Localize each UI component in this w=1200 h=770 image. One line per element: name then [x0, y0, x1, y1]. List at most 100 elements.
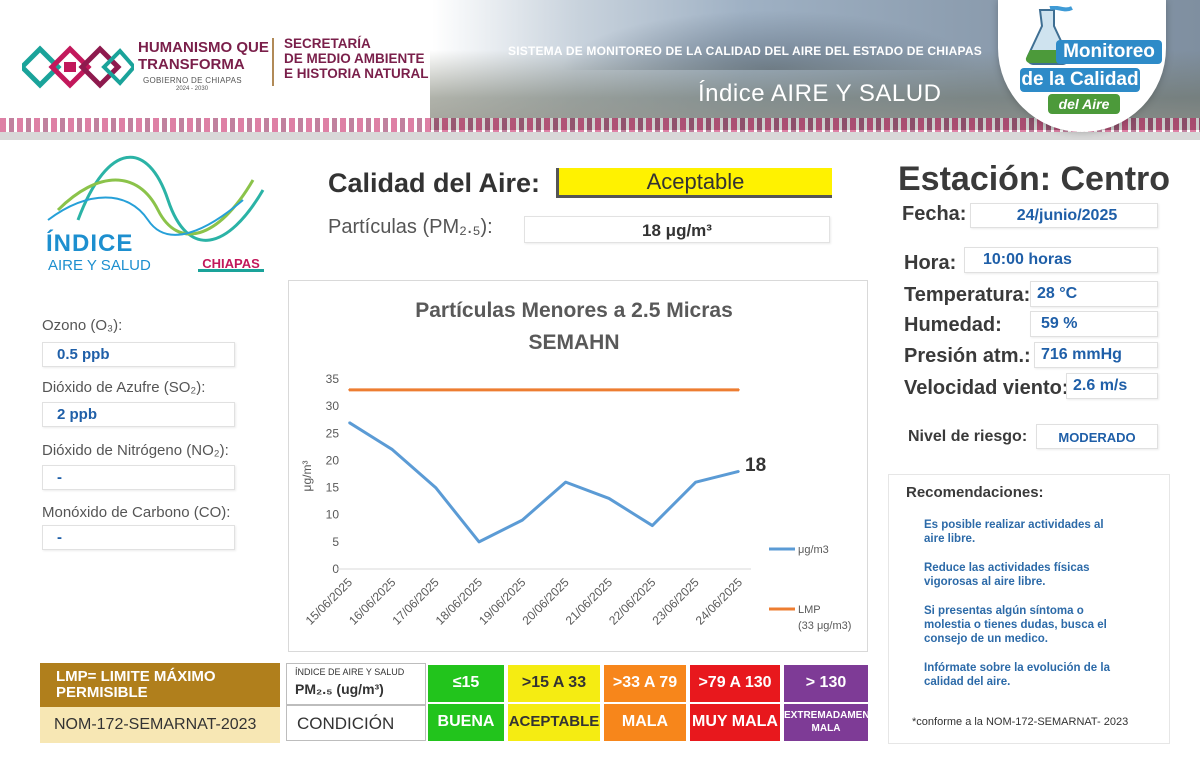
viento-value: 2.6 m/s: [1066, 373, 1158, 399]
recommendations-panel: [888, 474, 1170, 744]
data-point-lmp: [651, 389, 654, 391]
y-tick-label: 10: [326, 508, 340, 522]
norm-label: NOM-172-SEMARNAT-2023: [40, 707, 280, 743]
condition-cell-extrema: EXTREMADAMENTE MALA: [784, 704, 882, 741]
gov-slogan-line1: HUMANISMO QUE: [138, 39, 269, 56]
x-tick-label: 24/06/2025: [693, 575, 746, 628]
gov-slogan-line2: TRANSFORMA: [138, 56, 245, 73]
y-tick-label: 25: [326, 426, 340, 440]
secretaria-line3: E HISTORIA NATURAL: [284, 66, 429, 81]
presion-value: 716 mmHg: [1034, 342, 1158, 368]
table-header-big: PM₂.₅ (ug/m³): [295, 681, 384, 697]
monitoreo-badge: Monitoreo de la Calidad del Aire: [998, 0, 1166, 132]
range-cell-buena: ≤15: [428, 665, 504, 702]
wave-icon: [47, 155, 265, 242]
temperatura-value: 28 °C: [1030, 281, 1158, 307]
recommendation-item: Si presentas algún síntoma o molestia o …: [924, 605, 1107, 645]
ozone-label: Ozono (O₃):: [42, 317, 123, 334]
header-divider: [0, 132, 1200, 140]
data-point-ugm3: [738, 470, 740, 473]
legend-label-lmp-note: (33 μg/m3): [798, 620, 851, 632]
pm25-chart-svg: Partículas Menores a 2.5 Micras SEMAHN μ…: [300, 299, 851, 632]
range-cell-muy-mala: >79 A 130: [690, 665, 780, 702]
co-value: -: [42, 525, 235, 550]
data-point-lmp: [478, 389, 480, 391]
air-quality-label: Calidad del Aire:: [328, 168, 541, 198]
secretaria-line1: SECRETARÍA: [284, 36, 371, 51]
fecha-label: Fecha:: [902, 203, 967, 225]
chiapas-government-logo: [22, 45, 134, 89]
presion-label: Presión atm.:: [904, 345, 1031, 367]
logo-separator: [272, 38, 274, 86]
y-tick-label: 5: [332, 535, 339, 549]
condition-cell-buena: BUENA: [428, 704, 504, 741]
hora-value: 10:00 horas: [964, 247, 1158, 273]
recommendations-title: Recomendaciones:: [906, 484, 1044, 501]
data-point-ugm3: [478, 541, 480, 543]
chart-ylabel: μg/m³: [300, 461, 314, 492]
chart-subtitle: SEMAHN: [528, 331, 619, 354]
recommendation-item: Reduce las actividades físicas vigorosas…: [924, 562, 1090, 588]
data-point-lmp: [608, 389, 610, 391]
indice-aire-salud-logo: ÍNDICE AIRE Y SALUD CHIAPAS: [38, 150, 273, 280]
ozone-value: 0.5 ppb: [42, 342, 235, 367]
y-tick-label: 30: [326, 399, 340, 413]
y-tick-label: 35: [326, 372, 340, 386]
data-point-ugm3: [434, 486, 437, 489]
y-tick-label: 15: [326, 481, 340, 495]
logo-chiapas-text: CHIAPAS: [198, 256, 264, 272]
range-cell-extrema: > 130: [784, 665, 868, 702]
secretaria-line2: DE MEDIO AMBIENTE: [284, 51, 425, 66]
air-quality-value: Aceptable: [556, 168, 832, 198]
riesgo-value: MODERADO: [1036, 424, 1158, 449]
decorative-border: [0, 118, 1200, 132]
norm-footnote: *conforme a la NOM-172-SEMARNAT- 2023: [912, 716, 1129, 728]
chart-end-label: 18: [745, 455, 766, 476]
pm25-chart: Partículas Menores a 2.5 Micras SEMAHN μ…: [288, 280, 868, 652]
badge-aire: del Aire: [1048, 94, 1120, 114]
legend-label-ugm3: μg/m3: [798, 544, 829, 556]
data-point-ugm3: [608, 497, 610, 500]
co-label: Monóxido de Carbono (CO):: [42, 504, 231, 521]
logo-indice-text: ÍNDICE: [46, 230, 134, 257]
system-title: SISTEMA DE MONITOREO DE LA CALIDAD DEL A…: [508, 44, 982, 58]
recommendation-item: Es posible realizar actividades al aire …: [924, 519, 1104, 545]
data-point-lmp: [348, 389, 350, 391]
station-title: Estación: Centro: [898, 160, 1171, 198]
data-point-lmp: [694, 389, 697, 391]
y-tick-label: 0: [332, 562, 339, 576]
secretaria-name: SECRETARÍA DE MEDIO AMBIENTE E HISTORIA …: [284, 36, 429, 81]
data-point-lmp: [738, 389, 740, 391]
gov-name: GOBIERNO DE CHIAPAS: [143, 76, 242, 85]
chart-title: Partículas Menores a 2.5 Micras: [415, 299, 733, 322]
condition-cell-aceptable: ACEPTABLE: [508, 704, 600, 741]
data-point-ugm3: [564, 481, 567, 483]
data-point-lmp: [434, 389, 437, 391]
range-cell-aceptable: >15 A 33: [508, 665, 600, 702]
table-header-small: ÍNDICE DE AIRE Y SALUD: [295, 667, 405, 677]
so2-label: Dióxido de Azufre (SO₂):: [42, 379, 206, 396]
table-header-index: ÍNDICE DE AIRE Y SALUD PM₂.₅ (ug/m³): [286, 663, 426, 705]
temperatura-label: Temperatura:: [904, 284, 1031, 306]
logo-aire-salud-text: AIRE Y SALUD: [48, 257, 151, 274]
badge-calidad: de la Calidad: [1020, 68, 1140, 92]
viento-label: Velocidad viento:: [904, 377, 1069, 399]
humedad-value: 59 %: [1030, 311, 1158, 337]
humedad-label: Humedad:: [904, 314, 1002, 336]
pm25-value: 18 μg/m³: [524, 216, 830, 243]
data-point-lmp: [391, 389, 394, 391]
so2-value: 2 ppb: [42, 402, 235, 427]
data-point-ugm3: [391, 448, 394, 451]
data-point-ugm3: [694, 481, 697, 483]
gov-years: 2024 - 2030: [176, 86, 209, 92]
recommendation-item: Infórmate sobre la evolución de la calid…: [924, 662, 1110, 688]
condition-cell-mala: MALA: [604, 704, 686, 741]
riesgo-label: Nivel de riesgo:: [908, 428, 1028, 445]
data-point-ugm3: [348, 421, 350, 424]
y-tick-label: 20: [326, 453, 340, 467]
badge-monitoreo: Monitoreo: [1056, 40, 1162, 64]
data-point-ugm3: [651, 524, 654, 527]
data-point-lmp: [521, 389, 524, 391]
lmp-definition: LMP= LIMITE MÁXIMO PERMISIBLE: [40, 663, 280, 707]
fecha-value: 24/junio/2025: [970, 203, 1158, 228]
